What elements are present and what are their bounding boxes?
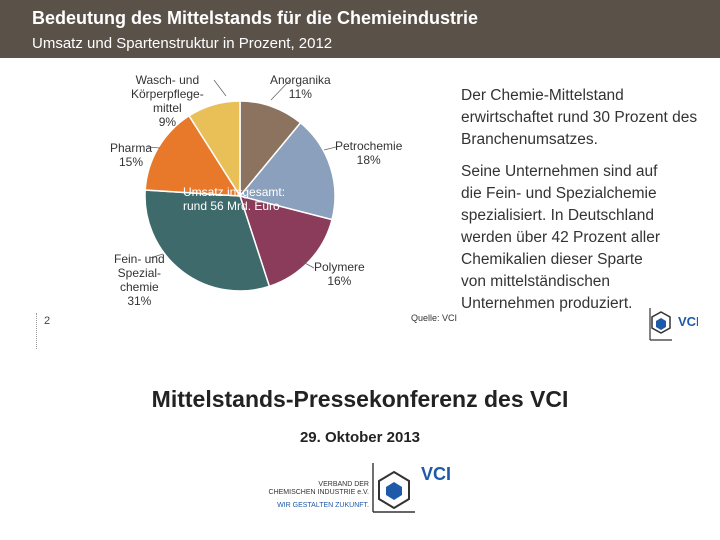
vci-small-text: VCI [678,314,698,329]
conference-title: Mittelstands-Pressekonferenz des VCI [151,386,569,412]
pie-slice-5 [188,100,241,199]
side-p1-line-3: Branchenumsatzes. [461,131,598,148]
pie-slice-3 [144,189,271,292]
side-p2-line-3: spezialisiert. In Deutschland [461,207,654,224]
pie-chart [144,79,337,292]
page-number: 2 [44,315,51,327]
side-p2-line-2: die Fein- und Spezialchemie [461,185,657,202]
page-subtitle: Umsatz und Spartenstruktur in Prozent, 2… [32,35,333,52]
vci-logo-line1: VERBAND DER [318,481,369,488]
label-wasch-line-3: mittel [153,101,182,115]
vci-logo: VCI VERBAND DER CHEMISCHEN INDUSTRIE e.V… [269,463,451,513]
label-wasch: Wasch- und Körperpflege- mittel 9% [131,73,204,129]
side-p1-line-1: Der Chemie-Mittelstand [461,87,624,104]
pie-slice-0 [239,100,302,199]
center-label-line-1: Umsatz insgesamt: [183,185,286,199]
label-anorganika: Anorganika 11% [270,73,331,101]
leader-line-2 [323,146,337,151]
label-polymere: Polymere 16% [314,260,365,288]
pie-slice-2 [238,194,333,288]
vci-logo-line2: CHEMISCHEN INDUSTRIE e.V. [269,489,370,496]
label-petrochemie-line-1: Petrochemie [335,139,403,153]
page-marker [36,313,41,349]
label-fein-line-1: Fein- und [114,252,165,266]
label-anorganika-value: 11% [288,87,312,101]
label-wasch-value: 9% [158,115,177,129]
vci-logo-abbr: VCI [421,464,451,484]
leader-line-4 [149,253,164,259]
source-note: Quelle: VCI [411,313,458,323]
side-p2-line-6: von mittelständischen [461,273,611,290]
label-pharma-line-1: Pharma [110,141,153,155]
label-fein-line-2: Spezial- [117,266,162,280]
label-fein-line-3: chemie [120,280,159,294]
side-paragraph-1: Der Chemie-Mittelstand erwirtschaftet ru… [461,85,697,151]
vci-logo-small: VCI [649,308,698,341]
side-paragraph-2: Seine Unternehmen sind auf die Fein- und… [461,161,660,315]
center-label: Umsatz insgesamt: rund 56 Mrd. Euro [183,185,285,213]
leader-line-1 [270,79,291,101]
label-petrochemie: Petrochemie 18% [335,139,402,167]
vci-logo-tagline: WIR GESTALTEN ZUKUNFT. [277,502,369,509]
side-p1-line-2: erwirtschaftet rund 30 Prozent des [461,109,698,126]
conference-date: 29. Oktober 2013 [299,429,421,446]
side-p2-line-5: Chemikalien dieser Sparte [461,251,643,268]
leader-line-5 [147,146,161,149]
side-p2-line-4: werden über 42 Prozent aller [461,229,661,246]
leader-line-0 [213,79,227,97]
label-pharma-value: 15% [119,155,144,169]
label-pharma: Pharma 15% [110,141,152,169]
label-polymere-value: 16% [327,274,352,288]
label-fein: Fein- und Spezial- chemie 31% [114,252,165,308]
pie-slice-1 [238,121,336,221]
label-fein-value: 31% [127,294,152,308]
label-petrochemie-value: 18% [356,153,381,167]
label-wasch-line-2: Körperpflege- [131,87,204,101]
center-label-line-2: rund 56 Mrd. Euro [183,199,280,213]
label-wasch-line-1: Wasch- und [135,73,200,87]
leader-line-3 [302,261,315,269]
label-anorganika-line-1: Anorganika [270,73,331,87]
label-polymere-line-1: Polymere [314,260,365,274]
page-title: Bedeutung des Mittelstands für die Chemi… [32,8,479,28]
side-p2-line-7: Unternehmen produziert. [461,295,633,312]
title-bar: Bedeutung des Mittelstands für die Chemi… [0,0,720,58]
side-p2-line-1: Seine Unternehmen sind auf [461,163,658,180]
